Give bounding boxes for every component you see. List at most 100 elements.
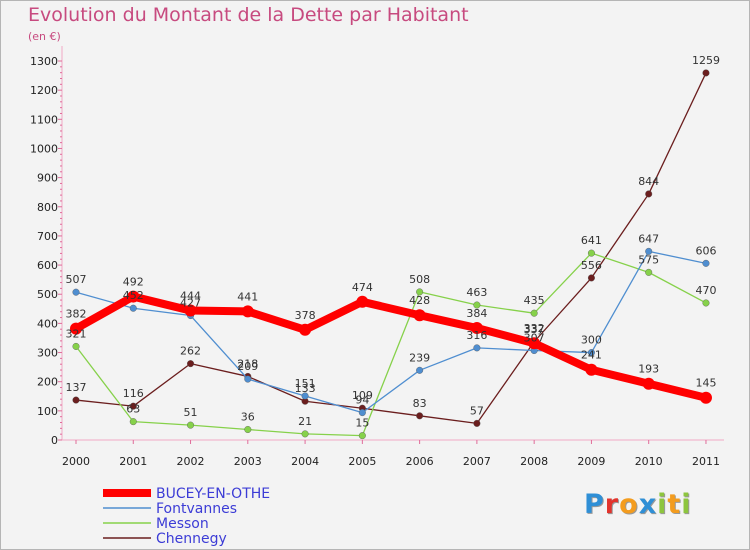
data-label: 83	[413, 397, 427, 410]
data-labels-layer: 137 116 262 218 133 109 83 57 337 556 844 1259 321 63…	[66, 54, 720, 430]
y-tick-label: 400	[37, 317, 58, 330]
data-label: 492	[123, 276, 144, 289]
x-tick-label: 2004	[291, 455, 319, 468]
data-point	[413, 309, 426, 322]
data-label: 556	[581, 259, 602, 272]
y-tick-label: 100	[37, 405, 58, 418]
data-label: 452	[123, 289, 144, 302]
data-point	[358, 409, 366, 417]
data-point	[127, 290, 140, 303]
data-point	[473, 301, 481, 309]
data-label: 36	[241, 411, 255, 424]
data-label: 332	[524, 322, 545, 335]
data-point	[645, 247, 653, 255]
data-label: 316	[466, 329, 487, 342]
data-label: 470	[695, 284, 716, 297]
data-label: 218	[237, 357, 258, 370]
data-label: 378	[295, 309, 316, 322]
data-point	[702, 69, 710, 77]
data-label: 57	[470, 404, 484, 417]
data-point	[70, 322, 82, 335]
series-fontvannes	[72, 247, 710, 417]
data-point	[416, 412, 424, 420]
data-point	[301, 392, 309, 400]
y-tick-label: 1100	[30, 113, 58, 126]
y-tick-label: 800	[37, 201, 58, 214]
series-layer	[70, 69, 712, 440]
data-label: 145	[695, 377, 716, 390]
data-point	[473, 419, 481, 427]
data-label: 463	[466, 286, 487, 299]
data-point	[473, 344, 481, 352]
data-point	[244, 426, 252, 434]
data-point	[358, 432, 366, 440]
data-label: 51	[184, 406, 198, 419]
data-label: 647	[638, 232, 659, 245]
data-label: 15	[355, 417, 369, 430]
logo-letter: o	[619, 489, 639, 520]
data-point	[301, 430, 309, 438]
data-point	[702, 299, 710, 307]
logo-letter: r	[604, 489, 620, 520]
data-point	[241, 305, 254, 318]
series-bucey-en-othe	[70, 290, 712, 404]
data-label: 382	[66, 308, 87, 321]
data-label: 508	[409, 273, 430, 286]
data-point	[699, 391, 712, 404]
data-label: 21	[298, 415, 312, 428]
data-point	[470, 322, 483, 335]
data-label: 193	[638, 363, 659, 376]
x-tick-label: 2005	[348, 455, 376, 468]
data-label: 94	[355, 394, 369, 407]
y-tick-label: 1200	[30, 84, 58, 97]
data-label: 241	[581, 349, 602, 362]
x-tick-label: 2010	[635, 455, 663, 468]
data-label: 307	[524, 331, 545, 344]
series-chennegy	[72, 69, 710, 427]
data-point	[72, 288, 80, 296]
y-tick-label: 1000	[30, 142, 58, 155]
data-label: 575	[638, 253, 659, 266]
x-tick-label: 2001	[119, 455, 147, 468]
legend-label: Fontvannes	[156, 501, 237, 517]
x-tick-label: 2011	[692, 455, 720, 468]
data-point	[587, 274, 595, 282]
data-label: 606	[695, 244, 716, 257]
chart-subtitle: (en €)	[28, 30, 61, 43]
data-point	[129, 304, 137, 312]
x-tick-label: 2000	[62, 455, 90, 468]
x-tick-label: 2007	[463, 455, 491, 468]
data-point	[416, 366, 424, 374]
data-point	[587, 349, 595, 357]
data-label: 300	[581, 334, 602, 347]
data-label: 209	[237, 360, 258, 373]
data-label: 641	[581, 234, 602, 247]
data-point	[642, 377, 655, 390]
logo-letter: t	[667, 489, 682, 520]
series-messon	[72, 249, 710, 440]
data-point	[299, 323, 312, 336]
data-point	[187, 421, 195, 429]
data-point	[585, 363, 598, 376]
data-point	[587, 249, 595, 257]
data-point	[416, 288, 424, 296]
x-tick-label: 2009	[577, 455, 605, 468]
legend-label: Messon	[156, 516, 209, 532]
data-point	[129, 402, 137, 410]
series-line	[75, 252, 707, 437]
y-tick-label: 700	[37, 230, 58, 243]
data-point	[530, 309, 538, 317]
data-label: 384	[466, 307, 487, 320]
y-tick-label: 300	[37, 347, 58, 360]
y-tick-label: 900	[37, 172, 58, 185]
data-point	[184, 304, 197, 317]
data-point	[645, 268, 653, 276]
data-label: 116	[123, 387, 144, 400]
series-line	[75, 250, 707, 414]
data-point	[72, 396, 80, 404]
data-label: 1259	[692, 54, 720, 67]
data-label: 444	[180, 290, 201, 303]
data-label: 427	[180, 297, 201, 310]
